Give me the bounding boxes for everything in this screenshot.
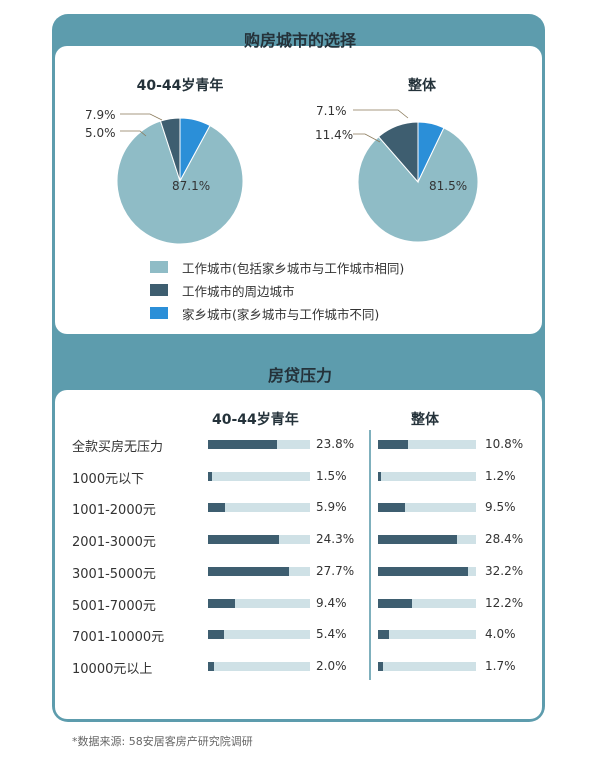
bar-track-young <box>208 661 310 671</box>
bar-track-overall <box>378 503 476 513</box>
bar-overall <box>378 440 409 449</box>
bar-value-label-young: 24.3% <box>316 532 355 547</box>
bar-track-overall <box>378 598 476 608</box>
bar-overall <box>378 598 413 608</box>
pie-overall-label-surrounding: 11.4% <box>315 128 354 142</box>
bar-track-overall <box>378 630 476 640</box>
section-title-mortgage-pressure: 房贷压力 <box>267 366 332 385</box>
pie-overall-leader-surrounding <box>353 133 381 143</box>
bar-col-header-overall: 整体 <box>411 412 439 428</box>
pie-overall-label-home: 7.1% <box>316 104 347 118</box>
bar-value-label-overall: 4.0% <box>485 627 516 642</box>
bar-value-label-overall: 10.8% <box>485 437 524 451</box>
legend-label-work-city: 工作城市(包括家乡城市与工作城市相同) <box>182 260 405 276</box>
bar-track-overall <box>378 535 476 545</box>
bar-row-label: 1001-2000元 <box>72 503 156 519</box>
pie-overall-slice-work <box>357 127 479 243</box>
bar-track-young <box>208 471 310 481</box>
bar-young <box>208 503 226 513</box>
pie-young-slice-work <box>116 120 244 245</box>
bar-young <box>208 440 278 449</box>
pie-young-leader-home <box>120 113 163 121</box>
bar-overall <box>378 503 405 513</box>
bar-row-label: 10000元以上 <box>72 661 153 677</box>
bar-value-label-young: 27.7% <box>316 563 355 578</box>
bar-value-label-young: 23.8% <box>316 437 355 451</box>
source-note: *数据来源: 58安居客房产研究院调研 <box>72 735 253 748</box>
bar-value-label-overall: 1.7% <box>485 658 516 673</box>
legend-item-home-city: 家乡城市(家乡城市与工作城市不同) <box>150 304 379 322</box>
pie-overall-slice-surrounding <box>377 121 419 184</box>
bar-row-label: 全款买房无压力 <box>72 440 164 455</box>
pie-title-young: 40-44岁青年 <box>136 78 224 94</box>
bar-value-label-young: 9.4% <box>316 595 347 610</box>
bar-track-overall <box>378 566 476 576</box>
legend-swatch-work-city <box>150 261 168 273</box>
pie-young-slice-surrounding <box>159 117 181 182</box>
bar-young <box>208 471 213 481</box>
bar-value-label-overall: 28.4% <box>485 532 524 547</box>
legend-label-surrounding-city: 工作城市的周边城市 <box>182 283 295 299</box>
bar-value-label-young: 2.0% <box>316 658 347 673</box>
bar-track-young <box>208 630 310 640</box>
bar-young <box>208 535 279 545</box>
pie-young-label-work: 87.1% <box>172 179 211 193</box>
bar-row-label: 1000元以下 <box>72 471 145 487</box>
bar-track-young <box>208 440 310 449</box>
bar-overall <box>378 630 390 640</box>
bar-young <box>208 566 289 576</box>
bar-value-label-overall: 12.2% <box>485 595 524 610</box>
bar-row-label: 2001-3000元 <box>72 535 156 551</box>
bar-value-label-young: 5.4% <box>316 627 347 642</box>
column-divider <box>369 430 371 680</box>
bar-value-label-young: 5.9% <box>316 500 347 515</box>
legend-item-surrounding-city: 工作城市的周边城市 <box>150 281 295 299</box>
bar-value-label-overall: 32.2% <box>485 563 524 578</box>
bar-value-label-overall: 1.2% <box>485 468 516 483</box>
pie-young-label-surrounding: 5.0% <box>85 126 116 140</box>
bar-track-young <box>208 503 310 513</box>
pie-overall-label-work: 81.5% <box>429 179 468 193</box>
bar-value-label-overall: 9.5% <box>485 500 516 515</box>
bar-overall <box>378 471 382 481</box>
pie-title-overall: 整体 <box>408 78 436 94</box>
bar-value-label-young: 1.5% <box>316 468 347 483</box>
bar-young <box>208 598 236 608</box>
bar-track-overall <box>378 440 476 449</box>
bar-track-young <box>208 535 310 545</box>
bar-track-young <box>208 598 310 608</box>
bar-overall <box>378 535 458 545</box>
bar-col-header-young: 40-44岁青年 <box>212 412 299 428</box>
pie-young-leader-surrounding <box>120 130 147 137</box>
bar-track-overall <box>378 661 476 671</box>
pie-overall-leader-home <box>353 109 409 119</box>
bar-overall <box>378 661 383 671</box>
legend-item-work-city: 工作城市(包括家乡城市与工作城市相同) <box>150 258 404 276</box>
bar-track-young <box>208 566 310 576</box>
bar-row-label: 7001-10000元 <box>72 630 165 646</box>
bar-row-label: 5001-7000元 <box>72 598 156 614</box>
bar-track-overall <box>378 471 476 481</box>
bar-row-label: 3001-5000元 <box>72 566 156 582</box>
section-title-city-choice: 购房城市的选择 <box>243 31 356 50</box>
pie-young-label-home: 7.9% <box>85 108 116 122</box>
bar-overall <box>378 566 468 576</box>
bar-young <box>208 630 224 640</box>
legend-swatch-home-city <box>150 307 168 319</box>
legend-swatch-surrounding-city <box>150 284 168 296</box>
legend-label-home-city: 家乡城市(家乡城市与工作城市不同) <box>182 306 380 322</box>
bar-young <box>208 661 214 671</box>
